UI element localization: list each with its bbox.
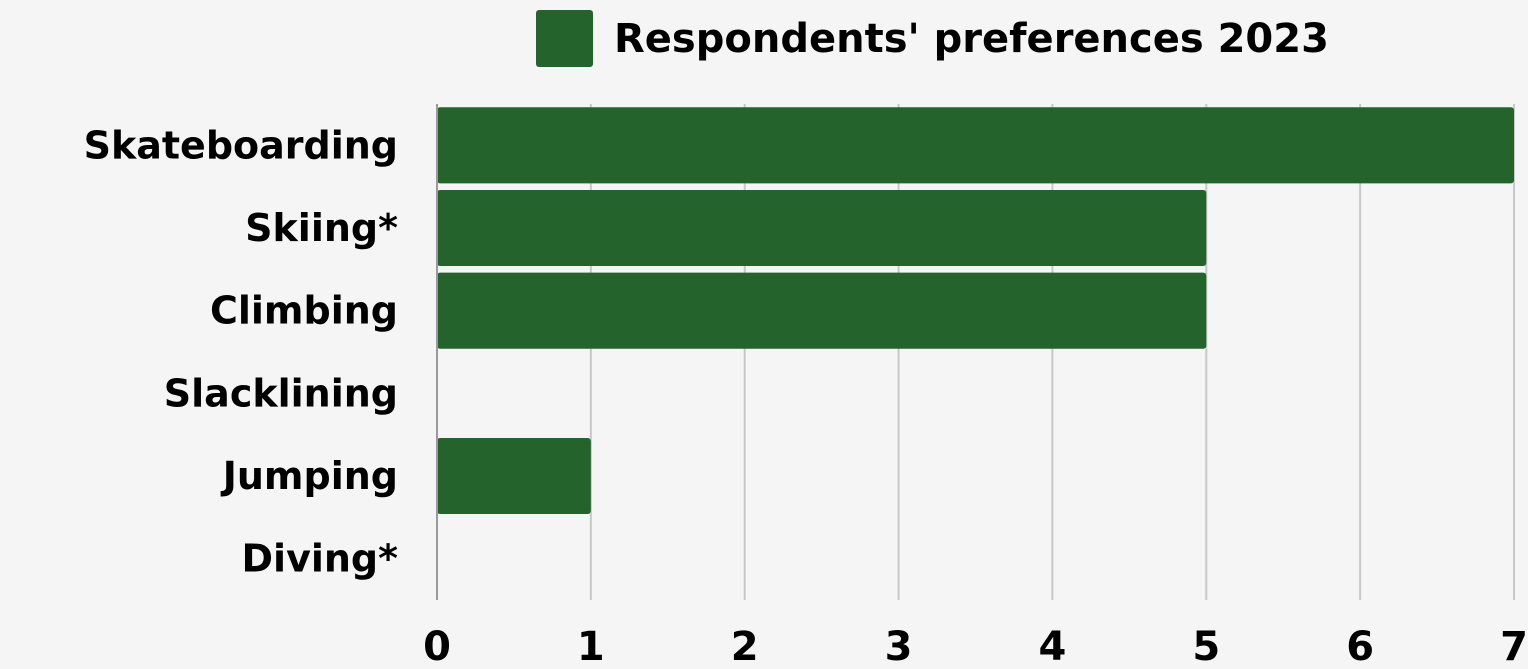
gridlines [589, 104, 1515, 600]
x-tick-label: 3 [885, 624, 913, 669]
x-tick-label: 6 [1346, 624, 1374, 669]
bar-climbing [437, 272, 1207, 349]
category-label: Diving* [242, 537, 399, 581]
bars [437, 107, 1514, 515]
category-labels: Skateboarding Skiing* Climbing Slacklining J… [84, 123, 399, 580]
x-tick-label: 5 [1192, 624, 1220, 669]
legend-label: Respondents' preferences 2023 [614, 16, 1329, 62]
x-tick-label: 1 [577, 624, 605, 669]
legend-swatch [536, 10, 593, 67]
x-tick-label: 2 [731, 624, 759, 669]
bar-jumping [437, 437, 591, 515]
bar-skiing [437, 189, 1207, 267]
legend: Respondents' preferences 2023 [536, 10, 1329, 67]
category-label: Climbing [210, 289, 398, 333]
x-tick-label: 7 [1500, 624, 1528, 669]
bar-skateboarding [437, 107, 1514, 184]
category-label: Jumping [220, 454, 398, 498]
category-label: Skiing* [245, 206, 398, 250]
x-tick-labels: 0 1 2 3 4 5 6 7 [423, 624, 1528, 669]
x-tick-label: 4 [1039, 624, 1067, 669]
x-tick-label: 0 [423, 624, 451, 669]
category-label: Slacklining [164, 371, 398, 415]
category-label: Skateboarding [84, 123, 398, 167]
